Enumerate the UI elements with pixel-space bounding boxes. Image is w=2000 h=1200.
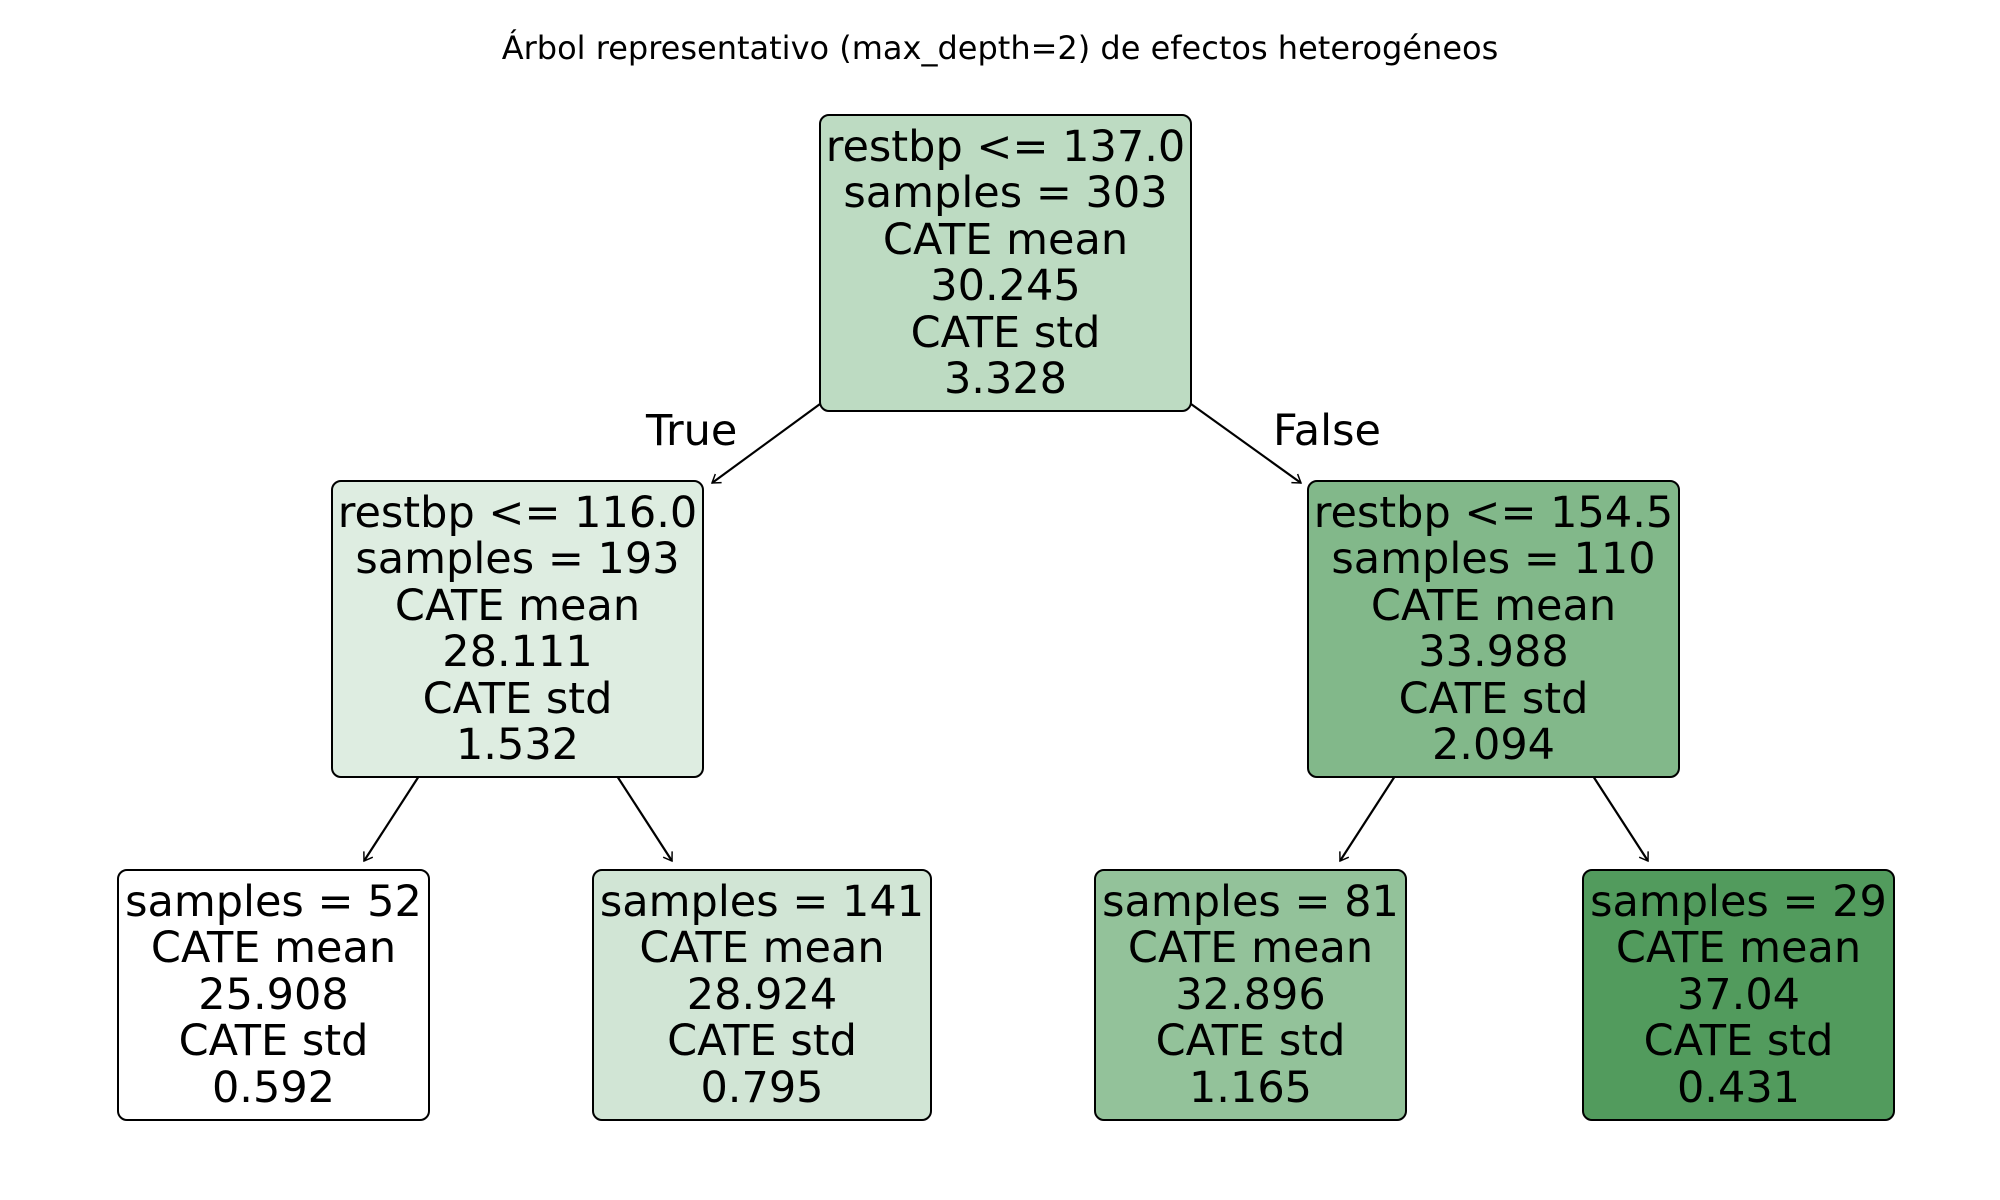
node-cate-std-label: CATE std <box>667 1016 857 1067</box>
node-samples: samples = 81 <box>1102 876 1399 927</box>
edge-right-to-leaf-3 <box>1339 775 1396 863</box>
node-cate-mean-value: 28.924 <box>686 969 838 1020</box>
node-cate-std-label: CATE std <box>422 673 613 724</box>
node-split-rule: restbp <= 137.0 <box>825 121 1186 172</box>
node-cate-std-value: 0.592 <box>211 1062 336 1113</box>
node-cate-std-value: 3.328 <box>943 354 1068 404</box>
tree-leaf-3: samples = 81 CATE mean 32.896 CATE std 1… <box>1094 869 1407 1121</box>
node-cate-mean-label: CATE mean <box>1127 923 1374 974</box>
node-cate-std-value: 1.532 <box>455 720 580 770</box>
node-cate-mean-label: CATE mean <box>1615 923 1862 974</box>
edge-right-to-leaf-4 <box>1592 775 1649 863</box>
node-cate-mean-label: CATE mean <box>394 580 641 631</box>
node-samples: samples = 141 <box>599 876 925 927</box>
tree-leaf-2: samples = 141 CATE mean 28.924 CATE std … <box>592 869 932 1121</box>
edge-root-to-right <box>1190 403 1303 484</box>
node-cate-std-label: CATE std <box>1643 1016 1834 1067</box>
diagram-title: Árbol representativo (max_depth=2) de ef… <box>501 29 1499 67</box>
node-cate-std-value: 0.795 <box>700 1062 824 1113</box>
edge-left-to-leaf-2 <box>616 775 673 863</box>
node-split-rule: restbp <= 116.0 <box>337 487 698 538</box>
node-cate-mean-value: 30.245 <box>930 261 1081 311</box>
node-cate-std-value: 1.165 <box>1188 1062 1313 1113</box>
node-samples: samples = 52 <box>125 876 422 927</box>
edge-label-false: False <box>1273 406 1381 456</box>
node-cate-mean-label: CATE mean <box>1370 580 1617 631</box>
node-cate-std-label: CATE std <box>910 307 1101 358</box>
node-samples: samples = 303 <box>843 168 1168 218</box>
edge-label-true: True <box>646 406 738 456</box>
node-cate-mean-value: 25.908 <box>198 969 349 1020</box>
node-cate-std-value: 0.431 <box>1676 1062 1801 1113</box>
node-samples: samples = 29 <box>1590 876 1887 927</box>
tree-leaf-4: samples = 29 CATE mean 37.04 CATE std 0.… <box>1582 869 1895 1121</box>
node-cate-mean-label: CATE mean <box>639 923 885 974</box>
node-cate-std-value: 2.094 <box>1431 720 1556 770</box>
node-samples: samples = 193 <box>355 534 680 584</box>
node-cate-mean-value: 28.111 <box>442 627 593 677</box>
edge-left-to-leaf-1 <box>363 775 420 863</box>
tree-leaf-1: samples = 52 CATE mean 25.908 CATE std 0… <box>117 869 430 1121</box>
node-cate-mean-value: 37.04 <box>1676 969 1801 1020</box>
node-samples: samples = 110 <box>1331 534 1656 584</box>
node-cate-std-label: CATE std <box>1398 673 1589 724</box>
tree-node-left: restbp <= 116.0 samples = 193 CATE mean … <box>331 480 704 778</box>
tree-node-root: restbp <= 137.0 samples = 303 CATE mean … <box>819 114 1192 412</box>
node-cate-std-label: CATE std <box>1155 1016 1346 1067</box>
node-cate-mean-value: 33.988 <box>1418 627 1569 677</box>
node-cate-std-label: CATE std <box>178 1016 369 1067</box>
edge-root-to-left <box>710 403 821 484</box>
node-cate-mean-label: CATE mean <box>150 923 397 974</box>
node-cate-mean-value: 32.896 <box>1175 969 1326 1020</box>
node-cate-mean-label: CATE mean <box>882 214 1129 265</box>
tree-node-right: restbp <= 154.5 samples = 110 CATE mean … <box>1307 480 1680 778</box>
node-split-rule: restbp <= 154.5 <box>1313 487 1674 538</box>
